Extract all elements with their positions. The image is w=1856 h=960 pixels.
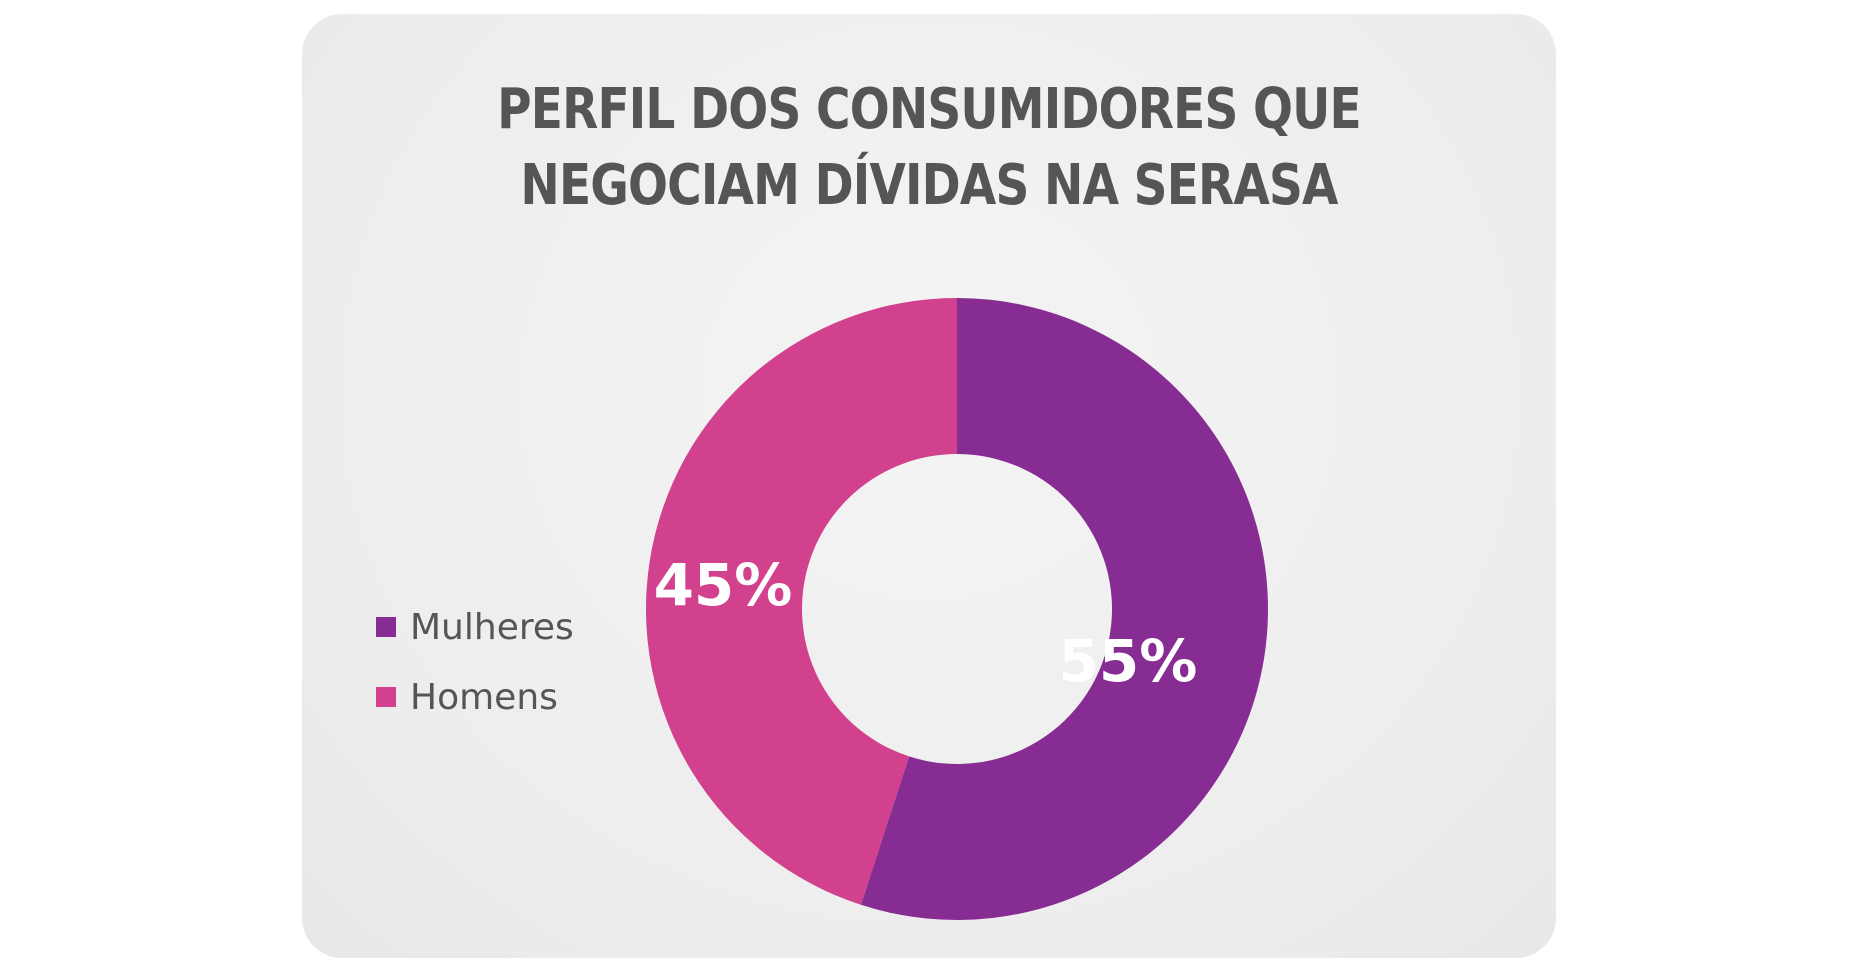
chart-title-line-2: NEGOCIAM DÍVIDAS NA SERASA (520, 153, 1338, 218)
legend-swatch-homens (376, 687, 396, 707)
slice-homens (646, 297, 957, 905)
legend-item-homens: Homens (376, 662, 574, 732)
legend-label-homens: Homens (410, 676, 558, 718)
chart-title-line-1: PERFIL DOS CONSUMIDORES QUE (497, 77, 1362, 142)
chart-legend: Mulheres Homens (376, 592, 574, 732)
legend-label-mulheres: Mulheres (410, 606, 574, 648)
slice-label-homens: 45% (654, 551, 793, 619)
chart-title: PERFIL DOS CONSUMIDORES QUE NEGOCIAM DÍV… (402, 72, 1455, 224)
legend-swatch-mulheres (376, 617, 396, 637)
legend-item-mulheres: Mulheres (376, 592, 574, 662)
slice-label-mulheres: 55% (1059, 627, 1198, 695)
slice-mulheres (860, 298, 1268, 920)
